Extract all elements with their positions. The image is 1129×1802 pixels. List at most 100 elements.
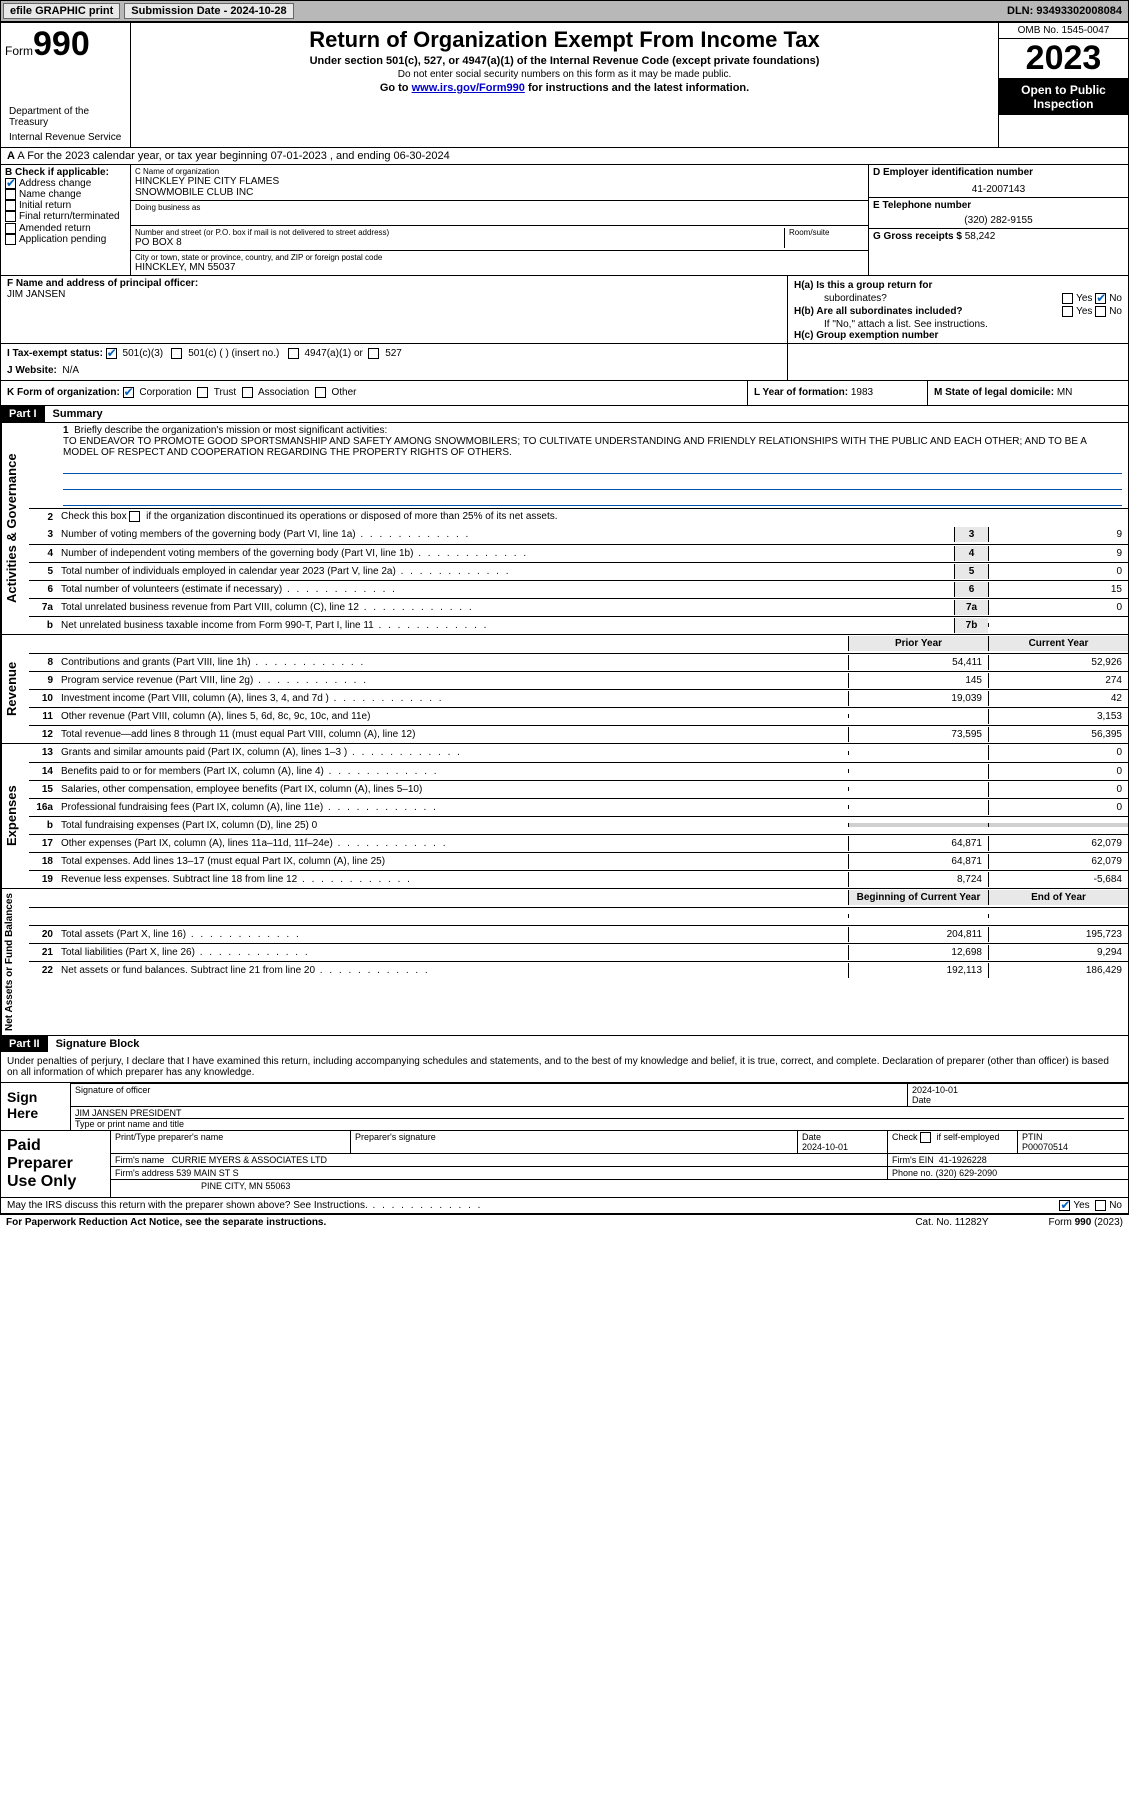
prior-8: 54,411 <box>848 655 988 670</box>
line-3: Number of voting members of the governin… <box>57 527 954 542</box>
hc-label: H(c) Group exemption number <box>794 330 938 341</box>
tax-year: 2023 <box>999 39 1128 79</box>
sig-date-value: 2024-10-01 <box>912 1085 1124 1095</box>
section-expenses: Expenses 13Grants and similar amounts pa… <box>1 743 1128 888</box>
preparer-name-label: Print/Type preparer's name <box>111 1131 351 1153</box>
checkbox-initial-return[interactable] <box>5 200 16 211</box>
website-value: N/A <box>62 365 79 376</box>
dln-label: DLN: 93493302008084 <box>1007 5 1128 17</box>
city-label: City or town, state or province, country… <box>135 253 864 262</box>
val-7b <box>988 623 1128 627</box>
checkbox-discuss-yes[interactable] <box>1059 1200 1070 1211</box>
checkbox-final-return[interactable] <box>5 211 16 222</box>
prior-20: 204,811 <box>848 927 988 942</box>
checkbox-association[interactable] <box>242 387 253 398</box>
val-6: 15 <box>988 582 1128 597</box>
curr-9: 274 <box>988 673 1128 688</box>
perjury-declaration: Under penalties of perjury, I declare th… <box>1 1052 1128 1083</box>
efile-print-button[interactable]: efile GRAPHIC print <box>3 3 120 19</box>
prior-15 <box>848 787 988 791</box>
col-d-e-g: D Employer identification number 41-2007… <box>868 165 1128 275</box>
checkbox-amended[interactable] <box>5 223 16 234</box>
sig-date-label: Date <box>912 1095 1124 1105</box>
checkbox-ha-yes[interactable] <box>1062 293 1073 304</box>
curr-18: 62,079 <box>988 854 1128 869</box>
line-22: Net assets or fund balances. Subtract li… <box>57 963 848 978</box>
line-20: Total assets (Part X, line 16) <box>57 927 848 942</box>
form-number: Form990 <box>5 25 126 64</box>
val-7a: 0 <box>988 600 1128 615</box>
preparer-date: 2024-10-01 <box>802 1142 848 1152</box>
topbar: efile GRAPHIC print Submission Date - 20… <box>0 0 1129 22</box>
section-governance: Activities & Governance 1 Briefly descri… <box>1 423 1128 634</box>
checkbox-4947[interactable] <box>288 348 299 359</box>
checkbox-application-pending[interactable] <box>5 234 16 245</box>
line-18: Total expenses. Add lines 13–17 (must eq… <box>57 854 848 869</box>
line-16a: Professional fundraising fees (Part IX, … <box>57 800 848 815</box>
val-5: 0 <box>988 564 1128 579</box>
phone-value: (320) 282-9155 <box>873 215 1124 226</box>
checkbox-trust[interactable] <box>197 387 208 398</box>
checkbox-line2[interactable] <box>129 511 140 522</box>
dept-treasury: Department of the Treasury <box>5 104 126 130</box>
part-1-header: Part I Summary <box>1 406 1128 423</box>
line-14: Benefits paid to or for members (Part IX… <box>57 764 848 779</box>
sig-name: JIM JANSEN PRESIDENT <box>75 1108 1124 1119</box>
row-f-h: F Name and address of principal officer:… <box>1 276 1128 344</box>
sign-here-block: Sign Here Signature of officer 2024-10-0… <box>1 1083 1128 1131</box>
line-6: Total number of volunteers (estimate if … <box>57 582 954 597</box>
checkbox-ha-no[interactable] <box>1095 293 1106 304</box>
checkbox-501c[interactable] <box>171 348 182 359</box>
sig-officer-label: Signature of officer <box>75 1085 903 1095</box>
irs-discuss-row: May the IRS discuss this return with the… <box>1 1198 1128 1214</box>
curr-11: 3,153 <box>988 709 1128 724</box>
line-4: Number of independent voting members of … <box>57 546 954 561</box>
checkbox-self-employed[interactable] <box>920 1132 931 1143</box>
form-990-page: Form990 Department of the Treasury Inter… <box>0 22 1129 1215</box>
gross-receipts-label: G Gross receipts $ <box>873 231 962 242</box>
hdr-prior-year: Prior Year <box>848 636 988 651</box>
prior-14 <box>848 769 988 773</box>
line-10: Investment income (Part VIII, column (A)… <box>57 691 848 706</box>
room-label: Room/suite <box>789 228 864 237</box>
curr-8: 52,926 <box>988 655 1128 670</box>
checkbox-other[interactable] <box>315 387 326 398</box>
prior-12: 73,595 <box>848 727 988 742</box>
firm-phone: (320) 629-2090 <box>936 1168 998 1178</box>
checkbox-501c3[interactable] <box>106 348 117 359</box>
firm-name: CURRIE MYERS & ASSOCIATES LTD <box>172 1155 327 1165</box>
curr-10: 42 <box>988 691 1128 706</box>
hdr-beginning: Beginning of Current Year <box>848 890 988 905</box>
pra-notice: For Paperwork Reduction Act Notice, see … <box>6 1217 326 1228</box>
org-name-1: HINCKLEY PINE CITY FLAMES <box>135 176 864 187</box>
prior-11 <box>848 714 988 718</box>
side-label-revenue: Revenue <box>1 635 21 743</box>
row-a-tax-year: A A For the 2023 calendar year, or tax y… <box>1 148 1128 165</box>
line-1-label: Briefly describe the organization's miss… <box>74 425 387 436</box>
val-4: 9 <box>988 546 1128 561</box>
submission-date-button[interactable]: Submission Date - 2024-10-28 <box>124 3 293 19</box>
paid-preparer-label: Paid Preparer Use Only <box>1 1131 111 1197</box>
checkbox-527[interactable] <box>368 348 379 359</box>
prior-10: 19,039 <box>848 691 988 706</box>
curr-17: 62,079 <box>988 836 1128 851</box>
checkbox-name-change[interactable] <box>5 189 16 200</box>
page-footer: For Paperwork Reduction Act Notice, see … <box>0 1215 1129 1230</box>
street-label: Number and street (or P.O. box if mail i… <box>135 228 784 237</box>
dba-label: Doing business as <box>135 203 864 212</box>
irs-link[interactable]: www.irs.gov/Form990 <box>412 82 525 94</box>
line-2: Check this box if the organization disco… <box>57 509 1128 524</box>
preparer-self-employed: Check if self-employed <box>888 1131 1018 1153</box>
curr-13: 0 <box>988 745 1128 760</box>
checkbox-hb-no[interactable] <box>1095 306 1106 317</box>
line-16b: Total fundraising expenses (Part IX, col… <box>57 818 848 833</box>
prior-18: 64,871 <box>848 854 988 869</box>
checkbox-corporation[interactable] <box>123 387 134 398</box>
col-h-group: H(a) Is this a group return for subordin… <box>788 276 1128 343</box>
checkbox-discuss-no[interactable] <box>1095 1200 1106 1211</box>
hb-note: If "No," attach a list. See instructions… <box>794 319 1122 330</box>
checkbox-hb-yes[interactable] <box>1062 306 1073 317</box>
open-to-public: Open to PublicInspection <box>999 79 1128 115</box>
checkbox-address-change[interactable] <box>5 178 16 189</box>
val-3: 9 <box>988 527 1128 542</box>
